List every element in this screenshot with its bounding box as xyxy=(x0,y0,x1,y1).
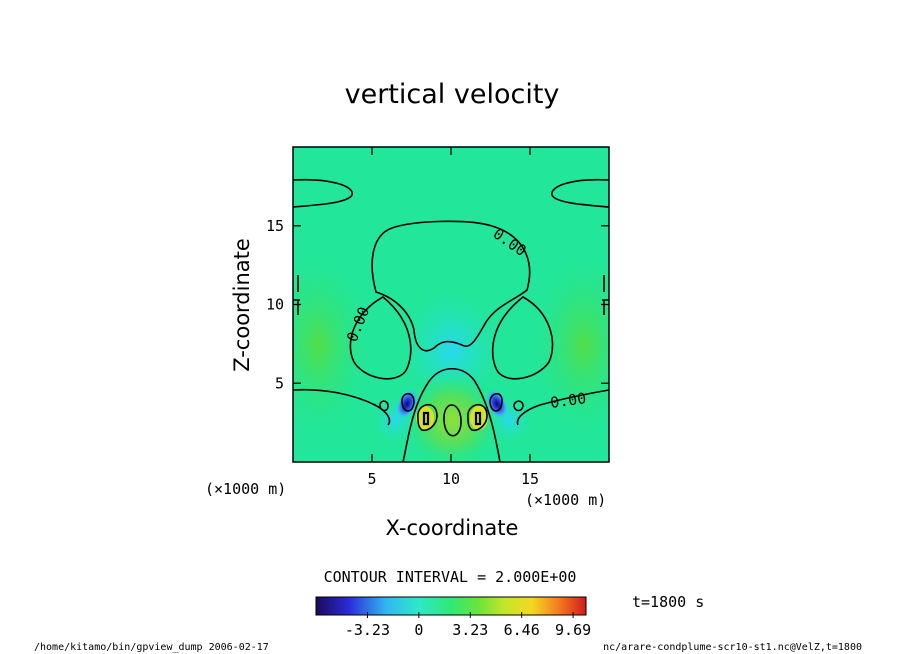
contour-left-small xyxy=(379,400,389,412)
y-axis: 5 10 15 xyxy=(266,217,609,392)
contour-top-right-lobe xyxy=(551,178,609,208)
x-unit-right: (×1000 m) xyxy=(525,491,606,509)
field-central-updraft xyxy=(402,370,502,462)
contour-right-branch xyxy=(491,296,554,380)
contour-interval-text: CONTOUR INTERVAL = 2.000E+00 xyxy=(324,568,577,586)
contour-top-left-lobe xyxy=(293,178,353,208)
contour-left-edge-mark xyxy=(293,275,300,315)
contour-right-zero-base xyxy=(516,389,609,426)
time-text: t=1800 s xyxy=(632,593,704,611)
contour-plume-outline xyxy=(402,367,501,462)
x-tick-label: 10 xyxy=(442,470,460,488)
contour-label-right: 0.00 xyxy=(549,389,587,412)
contour-left-updraft xyxy=(417,403,438,432)
colorbar-tick-label: -3.23 xyxy=(345,621,390,639)
contour-left-downdraft xyxy=(401,392,415,412)
colorbar xyxy=(315,596,587,616)
footer-left: /home/kitamo/bin/gpview_dump 2006-02-17 xyxy=(34,642,269,653)
colorbar-tick-label: 6.46 xyxy=(504,621,540,639)
x-unit-left: (×1000 m) xyxy=(205,480,286,498)
colorbar-ticks: -3.23 0 3.23 6.46 9.69 xyxy=(345,612,591,639)
contour-left-zero-base xyxy=(293,388,391,426)
contour-center-updraft xyxy=(443,404,462,437)
x-tick-label: 15 xyxy=(521,470,539,488)
contour-left-branch xyxy=(349,296,412,380)
y-tick-label: 10 xyxy=(266,296,284,314)
x-tick-label: 5 xyxy=(367,470,376,488)
field-left-green xyxy=(293,250,373,440)
y-tick-label: 15 xyxy=(266,217,284,235)
plot-area xyxy=(293,147,609,462)
x-axis-label: X-coordinate xyxy=(386,516,519,540)
contour-right-downdraft xyxy=(489,392,503,412)
y-tick-label: 5 xyxy=(275,374,284,392)
colorbar-tick-label: 3.23 xyxy=(452,621,488,639)
contour-right-inner-loop xyxy=(474,411,482,426)
footer-right: nc/arare-condplume-scr10-st1.nc@VelZ,t=1… xyxy=(603,642,862,653)
x-axis: 5 10 15 xyxy=(367,147,539,488)
contour-zero-dome xyxy=(371,220,531,352)
contour-right-edge-mark xyxy=(602,275,609,315)
contour-lines xyxy=(293,178,609,462)
field-right-green xyxy=(529,250,609,440)
chart-title: vertical velocity xyxy=(345,79,560,110)
colorbar-tick-label: 0 xyxy=(414,621,423,639)
contour-right-updraft xyxy=(467,403,488,432)
contour-right-small xyxy=(513,400,524,412)
y-axis-label: Z-coordinate xyxy=(230,238,254,372)
contour-left-inner-loop xyxy=(422,411,430,426)
colorbar-tick-label: 9.69 xyxy=(555,621,591,639)
